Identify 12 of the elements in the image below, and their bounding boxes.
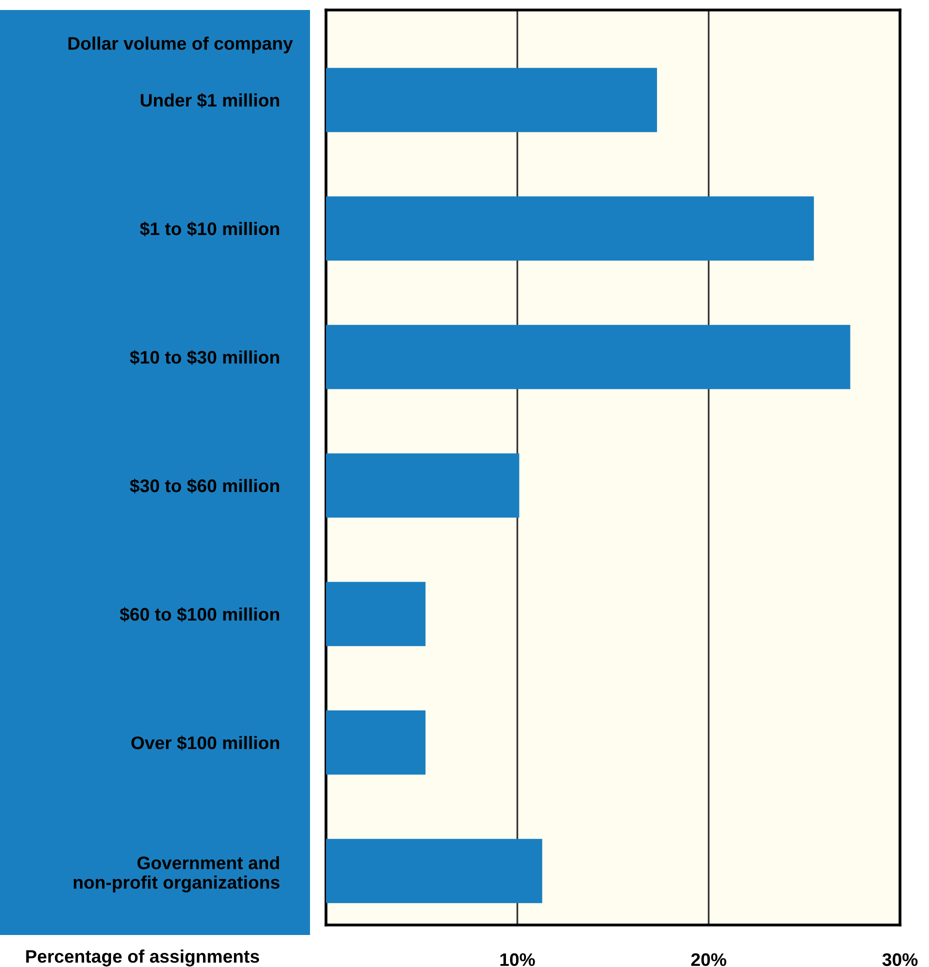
y-tick-label: Government and non-profit organizations <box>74 856 280 892</box>
x-tick-label: 30% <box>882 953 918 966</box>
y-tick-label: Over $100 million <box>131 736 280 750</box>
y-tick-label: $1 to $10 million <box>140 222 280 236</box>
y-tick-label: $10 to $30 million <box>130 350 280 365</box>
x-tick-label: 10% <box>500 953 535 966</box>
y-tick-label: $30 to $60 million <box>130 478 280 494</box>
x-tick-label: 20% <box>691 953 726 966</box>
y-axis-title: Dollar volume of company <box>68 36 293 54</box>
y-tick-label: Under $1 million <box>140 93 280 108</box>
x-axis-title: Percentage of assignments <box>26 950 260 966</box>
y-tick-label: $60 to $100 million <box>120 607 280 622</box>
